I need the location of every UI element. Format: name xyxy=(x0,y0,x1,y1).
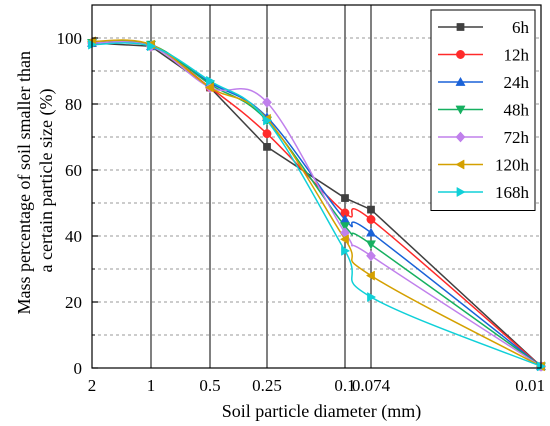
legend-label: 12h xyxy=(504,46,530,65)
x-tick-label: 0.1 xyxy=(334,376,355,395)
x-tick-label: 0.25 xyxy=(252,376,282,395)
x-tick-label: 1 xyxy=(147,376,156,395)
series-line-72h xyxy=(91,41,542,367)
y-tick-label: 60 xyxy=(65,161,82,180)
data-point-168h xyxy=(341,245,351,256)
plot-frame xyxy=(91,4,542,369)
series-line-168h xyxy=(91,42,542,368)
data-point-6h xyxy=(341,194,349,202)
y-tick-label: 0 xyxy=(74,359,83,378)
legend-marker xyxy=(455,76,466,86)
legend-marker xyxy=(455,131,466,143)
x-tick-label: 2 xyxy=(88,376,97,395)
legend-marker xyxy=(456,186,466,198)
y-axis-label: Mass percentage of soil smaller than a c… xyxy=(14,47,57,315)
data-point-6h xyxy=(263,143,271,151)
data-point-72h xyxy=(366,250,376,262)
legend: 6h 12h 24h 48h 72h 120h 168h xyxy=(430,9,536,211)
y-tick-label: 40 xyxy=(65,227,82,246)
y-tick-label: 80 xyxy=(65,95,82,114)
y-tick-label: 20 xyxy=(65,293,82,312)
data-point-48h xyxy=(339,222,351,232)
y-tick-label: 100 xyxy=(57,29,83,48)
data-point-72h xyxy=(262,96,272,108)
legend-marker xyxy=(456,50,465,59)
data-point-168h xyxy=(263,115,273,126)
data-point-168h xyxy=(206,75,216,86)
y-axis-ticks: 0 20 40 60 80 100 xyxy=(57,29,98,378)
legend-label: 72h xyxy=(504,128,530,147)
legend-label: 168h xyxy=(495,183,530,202)
x-axis-ticks: 2 1 0.5 0.25 0.10.074 0.01 xyxy=(88,376,545,395)
legend-label: 24h xyxy=(504,73,530,92)
x-tick-label: 0.074 xyxy=(352,376,391,395)
legend-marker xyxy=(455,105,466,115)
x-axis-label: Soil particle diameter (mm) xyxy=(222,401,421,422)
legend-marker xyxy=(456,23,465,31)
data-point-168h xyxy=(147,41,157,52)
data-point-48h xyxy=(365,240,377,250)
x-tick-label: 0.5 xyxy=(199,376,220,395)
series-markers xyxy=(86,36,547,372)
data-point-12h xyxy=(262,129,272,139)
y-axis-label-line-1: Mass percentage of soil smaller than xyxy=(14,51,34,314)
data-point-168h xyxy=(367,292,377,303)
data-point-12h xyxy=(366,215,376,224)
legend-label: 48h xyxy=(504,101,530,120)
legend-label: 120h xyxy=(495,156,530,175)
data-point-24h xyxy=(365,227,377,237)
x-tick-label: 0.01 xyxy=(515,376,545,395)
legend-label: 6h xyxy=(512,18,530,37)
y-axis-label-line-2: a certain particle size (%) xyxy=(36,89,57,273)
data-point-120h xyxy=(339,234,349,245)
data-point-120h xyxy=(365,270,375,281)
data-point-6h xyxy=(367,205,375,214)
legend-marker xyxy=(455,159,465,170)
data-point-120h xyxy=(204,82,214,93)
